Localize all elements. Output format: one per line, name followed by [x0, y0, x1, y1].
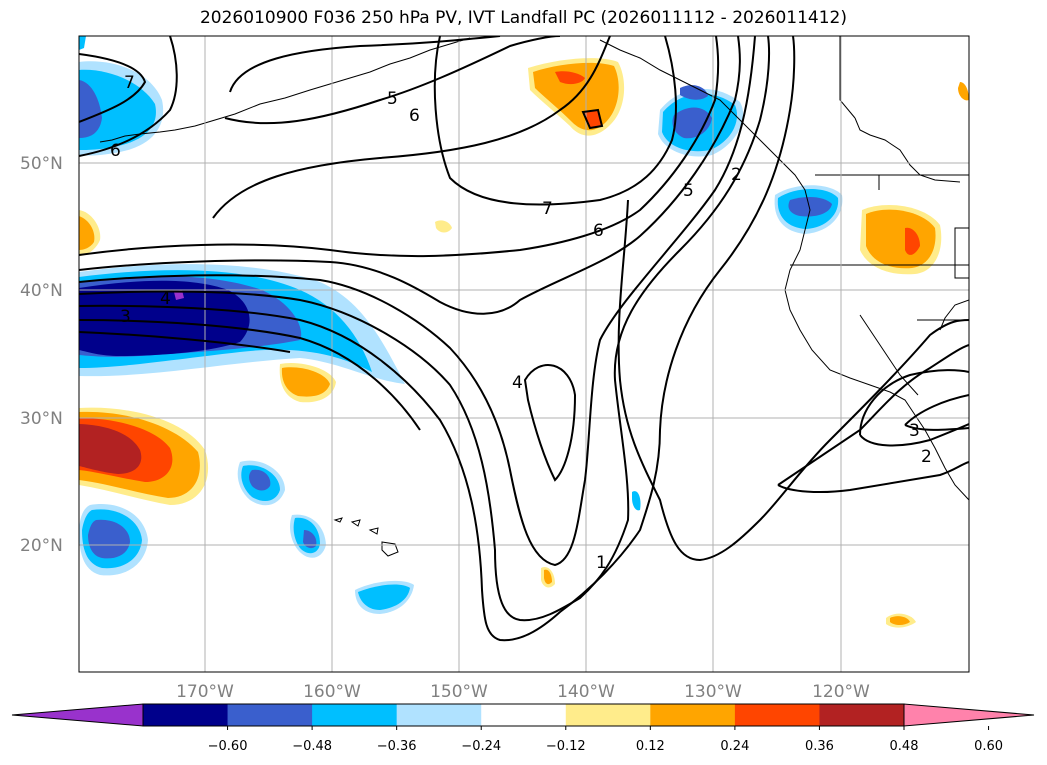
contour-labels: 7 6 5 6 7 6 4 5 2 3 1 2 3 4	[110, 73, 932, 573]
colorbar-tick-label: −0.48	[292, 739, 332, 754]
colorbar-cell	[734, 704, 820, 726]
positive-anomaly-lower-left	[79, 407, 209, 505]
contour-label: 3	[120, 307, 131, 327]
colorbar-cell	[227, 704, 313, 726]
colorbar-tick-label: −0.36	[377, 739, 417, 754]
graticule	[79, 36, 969, 672]
colorbar-tick-label: −0.24	[461, 739, 501, 754]
lon-label: 120°W	[812, 682, 870, 702]
contour-label: 6	[409, 106, 420, 126]
contour-label: 1	[596, 553, 607, 573]
negative-anomaly-lower-left-20n	[79, 504, 148, 576]
negative-anomaly-hawaii	[237, 460, 414, 614]
contour-label: 2	[731, 165, 742, 185]
contour-label: 7	[124, 73, 135, 93]
lon-label: 140°W	[557, 682, 615, 702]
lat-label: 40°N	[20, 281, 63, 301]
map-frame	[78, 35, 970, 673]
small-anomaly-patches	[541, 82, 969, 628]
colorbar-tick-label: 0.24	[720, 739, 749, 754]
colorbar-cell	[481, 704, 567, 726]
colorbar-ticks: −0.60 −0.48 −0.36 −0.24 −0.12 0.12 0.24 0.36 0.4…	[208, 726, 1003, 754]
contour-label: 4	[160, 289, 171, 309]
contour-label: 7	[542, 199, 553, 219]
contour-label: 3	[909, 421, 920, 441]
negative-anomaly-washington	[774, 185, 843, 234]
coastlines	[99, 36, 969, 557]
colorbar-cell	[819, 704, 905, 726]
colorbar-tick-label: 0.60	[974, 739, 1003, 754]
colorbar-tick-label: −0.60	[208, 739, 248, 754]
contour-label: 5	[683, 181, 694, 201]
map-title: 2026010900 F036 250 hPa PV, IVT Landfall…	[199, 8, 847, 28]
lat-label: 20°N	[20, 536, 63, 556]
colorbar: −0.60 −0.48 −0.36 −0.24 −0.12 0.12 0.24 0.36 0.4…	[11, 703, 1035, 754]
colorbar-max-arrow	[904, 704, 1034, 726]
colorbar-tick-label: 0.48	[890, 739, 919, 754]
lon-label: 150°W	[430, 682, 488, 702]
positive-anomaly-interior-northwest	[860, 205, 942, 275]
colorbar-cells	[12, 704, 1034, 726]
colorbar-cell	[565, 704, 651, 726]
lon-label: 160°W	[303, 682, 361, 702]
colorbar-cell	[650, 704, 736, 726]
lat-label: 50°N	[20, 154, 63, 174]
map-content: 7 6 5 6 7 6 4 5 2 3 1 2 3 4	[79, 36, 969, 672]
positive-anomaly-central-33n	[279, 362, 336, 403]
colorbar-min-arrow	[12, 704, 143, 726]
colorbar-cell	[396, 704, 482, 726]
latitude-labels: 50°N 40°N 30°N 20°N	[20, 154, 63, 556]
lon-label: 170°W	[176, 682, 234, 702]
contour-label: 2	[921, 447, 932, 467]
negative-anomaly-west-40n	[79, 264, 405, 384]
longitude-labels: 170°W 160°W 150°W 140°W 130°W 120°W	[176, 682, 870, 702]
contour-label: 5	[387, 89, 398, 109]
colorbar-cell	[312, 704, 398, 726]
lon-label: 130°W	[684, 682, 742, 702]
contour-label: 6	[110, 141, 121, 161]
pv-contours	[79, 36, 969, 642]
colorbar-tick-label: −0.12	[546, 739, 586, 754]
colorbar-cell	[143, 704, 229, 726]
contour-label: 4	[512, 373, 523, 393]
contour-label: 6	[593, 221, 604, 241]
colorbar-tick-label: 0.12	[636, 739, 665, 754]
lat-label: 30°N	[20, 409, 63, 429]
colorbar-frame	[142, 703, 905, 727]
colorbar-tick-label: 0.36	[805, 739, 834, 754]
positive-anomaly-left-45n	[79, 210, 101, 256]
